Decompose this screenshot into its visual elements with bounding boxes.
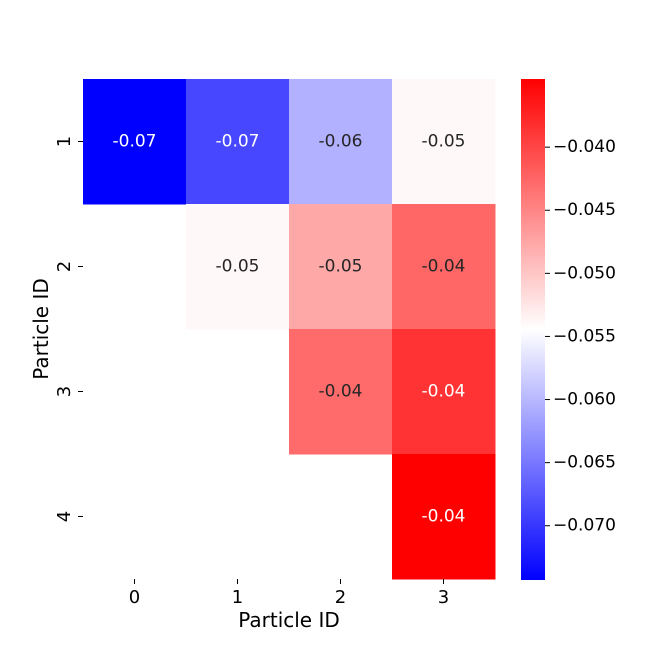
heatmap-cell bbox=[392, 454, 496, 580]
x-tick-label: 3 bbox=[438, 587, 449, 608]
colorbar-ticks: −0.040 −0.045 −0.050 −0.055 −0.060 −0.065 −0.0… bbox=[545, 137, 616, 536]
colorbar-tick-label: −0.040 bbox=[553, 137, 616, 157]
colorbar-tick-label: −0.060 bbox=[553, 390, 616, 410]
cell-value-label: -0.05 bbox=[216, 257, 260, 277]
heatmap-cell bbox=[186, 204, 290, 330]
heatmap-cell bbox=[289, 204, 393, 330]
x-tick-label: 0 bbox=[129, 587, 140, 608]
colorbar bbox=[521, 79, 545, 580]
heatmap-cells: -0.07 -0.07 -0.06 -0.05 -0.05 -0.05 -0.04 -0.04… bbox=[83, 79, 496, 580]
cell-value-label: -0.07 bbox=[113, 132, 157, 152]
colorbar-tick-label: −0.045 bbox=[553, 200, 616, 220]
cell-value-label: -0.05 bbox=[422, 132, 466, 152]
y-axis-title: Particle ID bbox=[29, 278, 53, 380]
heatmap-cell bbox=[392, 329, 496, 455]
x-axis-title: Particle ID bbox=[238, 608, 340, 632]
x-tick-label: 2 bbox=[335, 587, 346, 608]
y-tick-label: 4 bbox=[54, 511, 75, 522]
cell-value-label: -0.04 bbox=[422, 507, 466, 527]
cell-value-label: -0.04 bbox=[422, 382, 466, 402]
y-axis: 1 2 3 4 bbox=[54, 136, 83, 522]
colorbar-tick-label: −0.055 bbox=[553, 326, 616, 346]
x-tick-label: 1 bbox=[232, 587, 243, 608]
heatmap-cell bbox=[392, 204, 496, 330]
heatmap-cell bbox=[392, 79, 496, 205]
x-axis: 0 1 2 3 bbox=[129, 579, 449, 608]
colorbar-tick-label: −0.070 bbox=[553, 516, 616, 536]
cell-value-label: -0.04 bbox=[319, 382, 363, 402]
heatmap-cell bbox=[186, 79, 290, 205]
y-tick-label: 2 bbox=[54, 261, 75, 272]
y-tick-label: 1 bbox=[54, 136, 75, 147]
colorbar-tick-label: −0.065 bbox=[553, 453, 616, 473]
heatmap-cell bbox=[289, 329, 393, 455]
colorbar-tick-label: −0.050 bbox=[553, 263, 616, 283]
cell-value-label: -0.05 bbox=[319, 257, 363, 277]
cell-value-label: -0.06 bbox=[319, 132, 363, 152]
heatmap-cell bbox=[83, 79, 187, 205]
cell-value-label: -0.07 bbox=[216, 132, 260, 152]
cell-value-label: -0.04 bbox=[422, 257, 466, 277]
y-tick-label: 3 bbox=[54, 386, 75, 397]
heatmap-cell bbox=[289, 79, 393, 205]
